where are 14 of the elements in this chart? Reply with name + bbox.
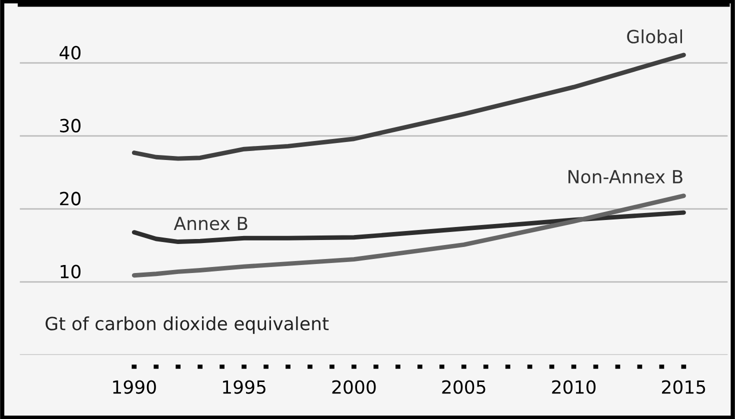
series-label: Annex B xyxy=(174,216,248,230)
x-tick-label: 1990 xyxy=(113,380,156,394)
y-tick-label: 20 xyxy=(60,192,81,206)
y-tick-label: 30 xyxy=(60,118,81,132)
y-axis-title: Gt of carbon dioxide equivalent xyxy=(46,316,329,334)
x-tick-label: 2005 xyxy=(442,380,486,394)
x-tick-label: 1995 xyxy=(223,380,266,394)
series-label: Global xyxy=(627,29,682,44)
x-tick-label: 2000 xyxy=(332,380,376,394)
y-tick-label: 10 xyxy=(60,264,81,278)
y-tick-label: 40 xyxy=(60,46,81,60)
x-tick-label: 2015 xyxy=(662,380,706,394)
x-tick-label: 2010 xyxy=(552,380,596,394)
series-label: Non-Annex B xyxy=(568,170,682,184)
